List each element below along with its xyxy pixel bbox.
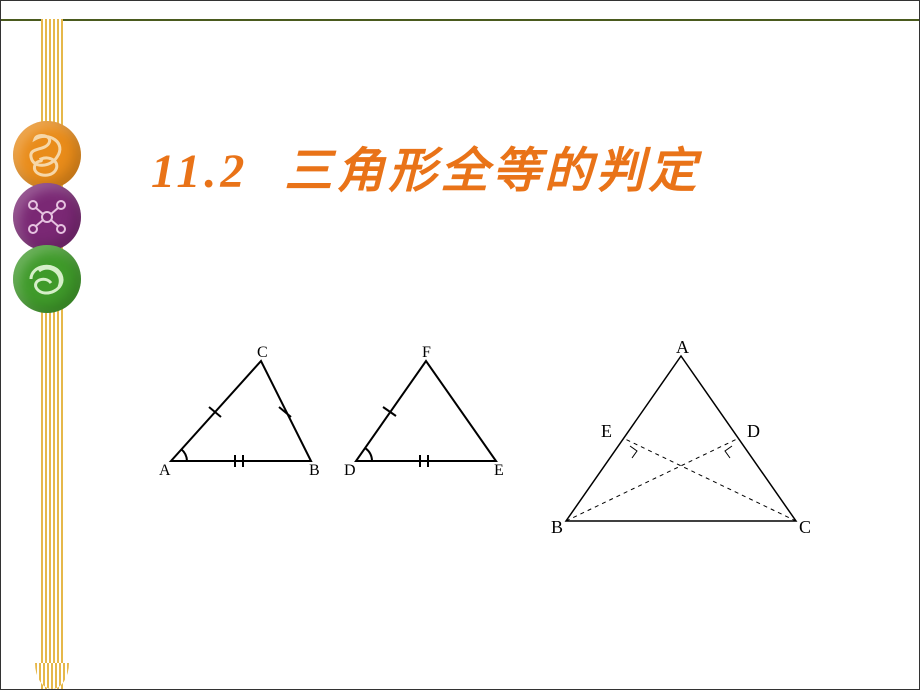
slide: 11.2 三角形全等的判定 C A B	[0, 0, 920, 690]
vertex-C-big: C	[799, 517, 811, 537]
vertex-B-big: B	[551, 517, 563, 537]
orb-orange	[13, 121, 81, 189]
orb-purple	[13, 183, 81, 251]
slide-title: 11.2 三角形全等的判定	[151, 131, 879, 201]
vertex-E-right: E	[494, 462, 504, 479]
vertical-stripes	[41, 19, 63, 689]
abstract-knot-icon	[21, 129, 73, 181]
vertex-D-mid: D	[747, 421, 760, 441]
big-triangle-svg: A B C E D	[541, 341, 821, 541]
title-number: 11.2	[151, 145, 248, 198]
decorative-orbs	[13, 121, 81, 307]
vertex-C: C	[257, 344, 268, 361]
congruent-triangles-svg: C A B F D E	[151, 341, 511, 481]
vertex-E-mid: E	[601, 421, 612, 441]
swirl-icon	[21, 253, 73, 305]
triangle-pair: C A B F D E	[151, 341, 511, 481]
vertex-B: B	[309, 462, 320, 479]
vertex-A: A	[159, 462, 171, 479]
orb-green	[13, 245, 81, 313]
nodes-icon	[21, 191, 73, 243]
vertex-F: F	[422, 344, 431, 361]
vertex-A-big: A	[676, 341, 689, 357]
top-border	[1, 19, 919, 21]
vertex-D-left: D	[344, 462, 356, 479]
diagram-row: C A B F D E	[151, 341, 869, 541]
triangle-with-altitudes: A B C E D	[541, 341, 821, 541]
title-text: 三角形全等的判定	[284, 145, 700, 198]
